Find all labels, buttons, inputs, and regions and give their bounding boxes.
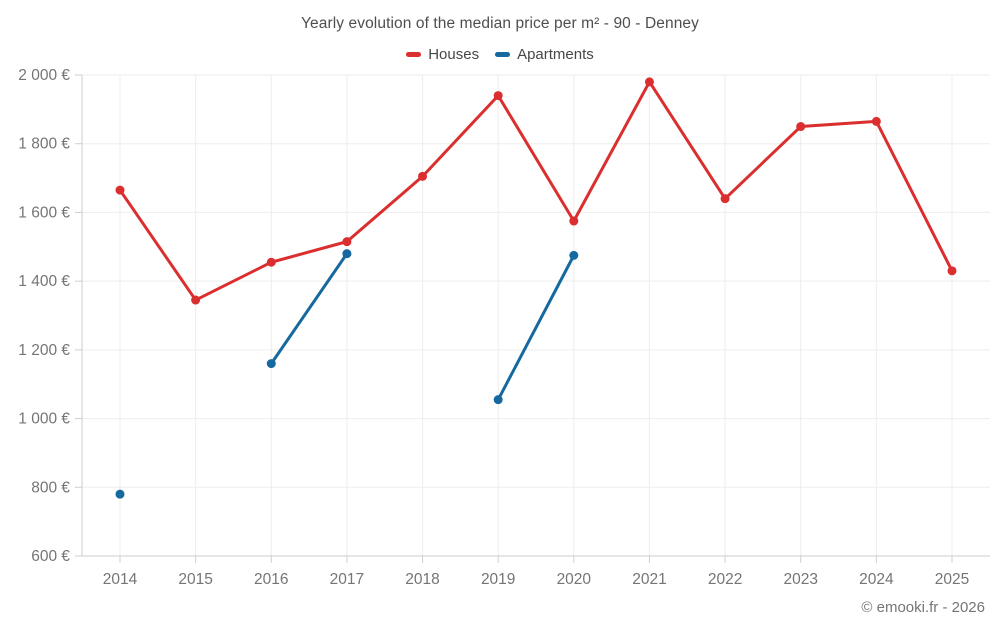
- houses-point-2016: [266, 257, 276, 267]
- houses-point-2023: [796, 122, 806, 132]
- apartments-point-2020: [569, 250, 579, 260]
- x-axis-label-2023: 2023: [783, 571, 817, 588]
- houses-legend-swatch-icon: [406, 52, 422, 57]
- y-axis-label-1600: 1 600 €: [18, 204, 70, 221]
- legend: Houses Apartments: [0, 46, 1000, 63]
- x-axis-label-2014: 2014: [103, 571, 138, 588]
- y-axis-label-1000: 1 000 €: [18, 411, 70, 428]
- houses-legend-label: Houses: [428, 46, 480, 63]
- apartments-line: [496, 253, 576, 402]
- x-axis-label-2025: 2025: [935, 571, 969, 588]
- apartments-point-2016: [266, 359, 276, 369]
- legend-item-houses[interactable]: Houses: [406, 46, 479, 63]
- houses-point-2018: [418, 171, 428, 181]
- apartments-point-2014: [115, 489, 125, 499]
- apartments-legend-label: Apartments: [517, 46, 594, 63]
- x-axis-label-2015: 2015: [178, 571, 212, 588]
- x-axis-label-2020: 2020: [557, 571, 592, 588]
- houses-point-2020: [569, 216, 579, 226]
- houses-point-2019: [493, 91, 503, 101]
- houses-line: [118, 80, 954, 302]
- y-axis-label-1400: 1 400 €: [18, 273, 70, 290]
- x-axis-label-2018: 2018: [405, 571, 439, 588]
- houses-point-2025: [947, 266, 957, 276]
- x-axis-label-2021: 2021: [632, 571, 666, 588]
- houses-point-2021: [644, 77, 654, 87]
- y-axis-label-1800: 1 800 €: [18, 136, 70, 153]
- houses-point-2024: [871, 116, 881, 126]
- apartments-line: [269, 252, 349, 366]
- legend-item-apartments[interactable]: Apartments: [495, 46, 594, 63]
- x-axis-label-2024: 2024: [859, 571, 894, 588]
- y-axis-label-800: 800 €: [31, 479, 70, 496]
- x-axis-label-2019: 2019: [481, 571, 515, 588]
- y-axis-label-2000: 2 000 €: [18, 67, 70, 84]
- y-axis-label-600: 600 €: [31, 548, 70, 565]
- x-axis-label-2017: 2017: [330, 571, 364, 588]
- apartments-legend-swatch-icon: [495, 52, 511, 57]
- chart-title: Yearly evolution of the median price per…: [301, 15, 699, 32]
- apartments-point-2017: [342, 249, 352, 259]
- houses-point-2022: [720, 194, 730, 204]
- x-axis-label-2022: 2022: [708, 571, 742, 588]
- apartments-point-2019: [493, 395, 503, 405]
- houses-point-2014: [115, 185, 125, 195]
- y-axis-label-1200: 1 200 €: [18, 342, 70, 359]
- houses-point-2015: [191, 295, 201, 305]
- x-axis-label-2016: 2016: [254, 571, 288, 588]
- houses-point-2017: [342, 237, 352, 247]
- copyright: © emooki.fr - 2026: [861, 599, 985, 616]
